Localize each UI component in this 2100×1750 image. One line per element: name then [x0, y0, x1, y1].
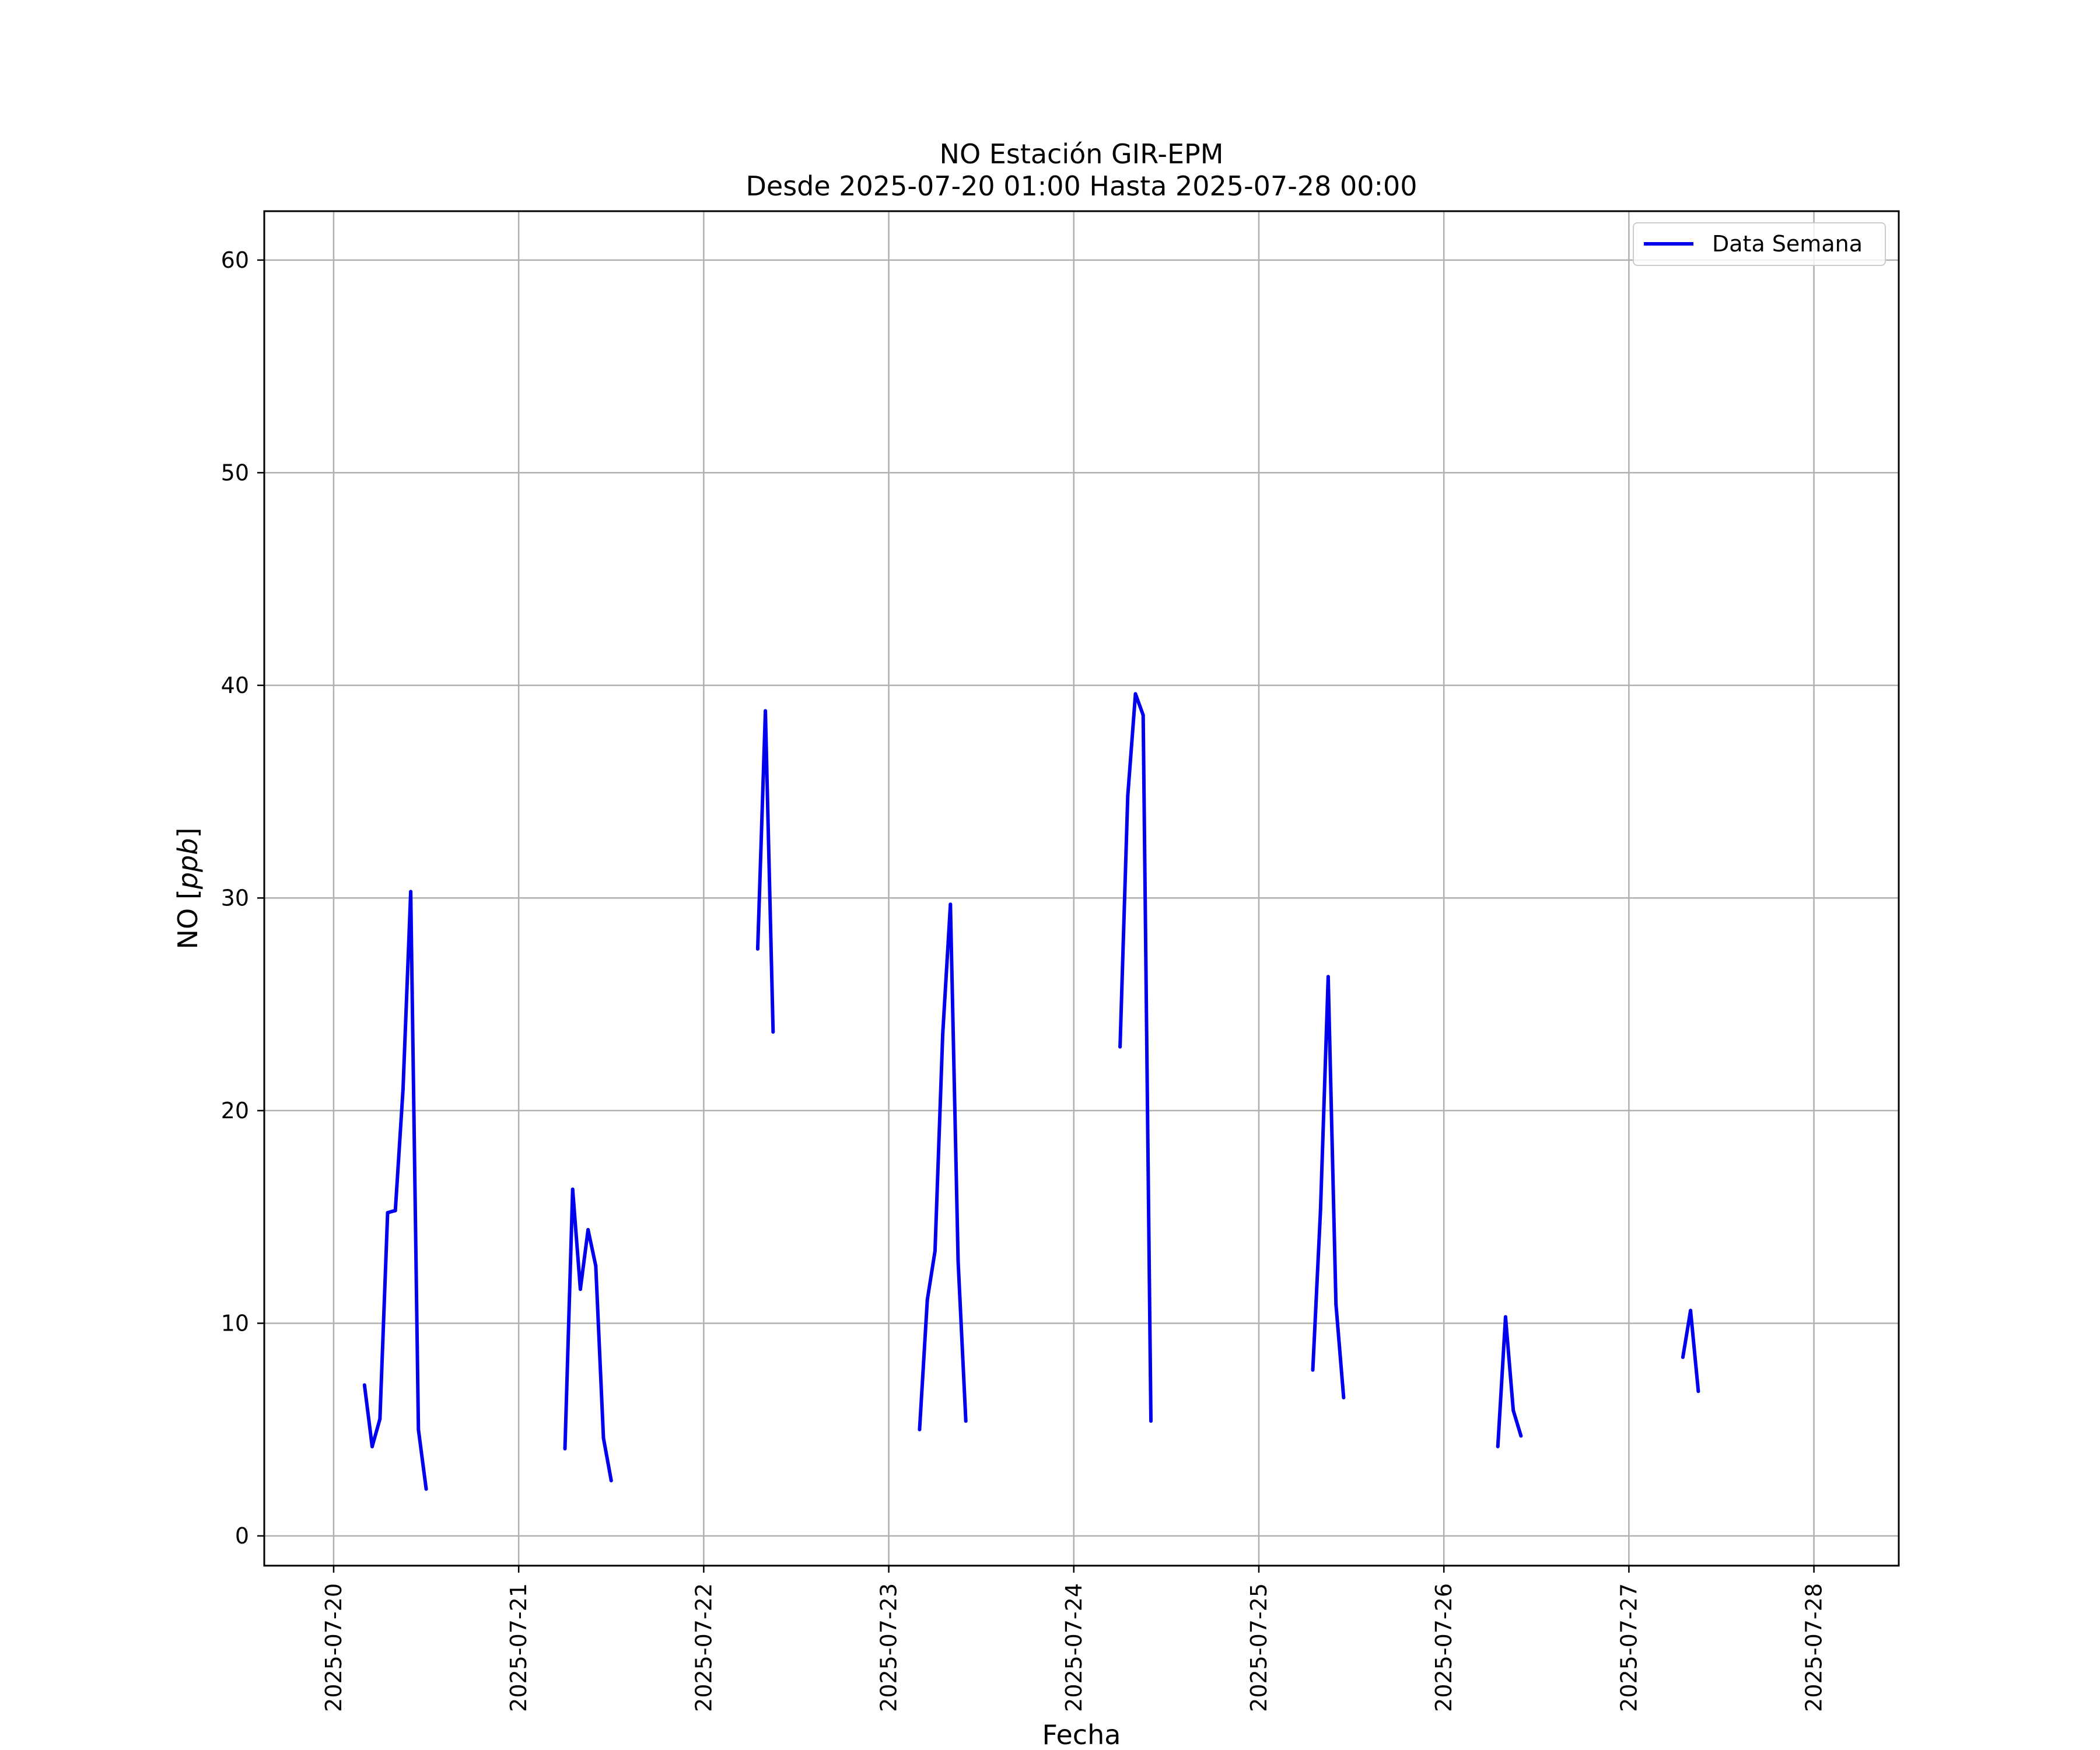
- x-tick-label: 2025-07-25: [1246, 1583, 1272, 1712]
- y-tick-label: 30: [221, 885, 249, 911]
- data-point: [1334, 1302, 1338, 1306]
- series-line-segment: [1496, 1315, 1523, 1447]
- x-tick-label: 2025-07-23: [876, 1583, 902, 1712]
- data-point: [1681, 1355, 1685, 1359]
- chart-title-line-2: Desde 2025-07-20 01:00 Hasta 2025-07-28 …: [746, 170, 1417, 202]
- data-point: [1342, 1396, 1346, 1399]
- data-point: [764, 709, 768, 713]
- data-point: [416, 1427, 421, 1432]
- data-point: [1118, 1045, 1122, 1049]
- data-point: [1126, 794, 1130, 798]
- x-tick-label: 2025-07-22: [691, 1583, 716, 1712]
- x-tick-label: 2025-07-27: [1616, 1583, 1642, 1712]
- data-point: [563, 1447, 567, 1451]
- x-tick-label: 2025-07-28: [1801, 1583, 1827, 1712]
- data-point: [1133, 692, 1138, 696]
- data-point: [401, 1087, 405, 1091]
- data-point: [1689, 1308, 1693, 1312]
- data-point: [1149, 1419, 1153, 1423]
- data-point: [1496, 1444, 1500, 1448]
- data-point: [1503, 1315, 1507, 1319]
- data-point: [949, 902, 953, 907]
- data-point: [1141, 713, 1145, 717]
- data-point: [1318, 1209, 1322, 1213]
- y-tick-label: 40: [221, 673, 249, 698]
- data-point: [771, 1030, 775, 1034]
- chart-title-line-1: NO Estación GIR-EPM: [940, 138, 1224, 170]
- data-point: [964, 1419, 968, 1423]
- data-point: [570, 1187, 575, 1191]
- data-point: [594, 1264, 598, 1268]
- y-tick-label: 10: [221, 1310, 249, 1336]
- x-tick-label: 2025-07-26: [1431, 1583, 1457, 1712]
- data-point: [578, 1287, 582, 1292]
- data-point: [1326, 975, 1330, 979]
- series-lines: [362, 692, 1700, 1491]
- x-tick-label: 2025-07-20: [321, 1583, 346, 1712]
- data-point: [1311, 1368, 1315, 1372]
- data-point: [956, 1259, 960, 1264]
- x-axis-label: Fecha: [1042, 1719, 1121, 1750]
- data-point: [755, 947, 760, 951]
- data-point: [601, 1436, 606, 1440]
- data-point: [1511, 1408, 1516, 1412]
- data-point: [609, 1479, 613, 1483]
- data-point: [918, 1427, 922, 1432]
- data-point: [424, 1487, 428, 1491]
- legend-box: [1633, 222, 1886, 266]
- data-point: [409, 890, 413, 894]
- data-point: [370, 1444, 374, 1448]
- y-axis-label: NO [ppb]: [172, 828, 204, 950]
- data-point: [1696, 1390, 1700, 1394]
- data-point: [362, 1383, 366, 1387]
- data-point: [393, 1209, 397, 1213]
- data-point: [933, 1249, 937, 1253]
- x-tick-label: 2025-07-21: [506, 1583, 531, 1712]
- x-axis-ticks: 2025-07-20 2025-07-21 2025-07-22 2025-07-23…: [321, 1566, 1827, 1712]
- y-tick-label: 0: [235, 1523, 249, 1549]
- legend: Data Semana: [1633, 222, 1886, 266]
- y-axis-ticks: 0 10 20 30 40 50 60: [221, 247, 264, 1549]
- x-tick-label: 2025-07-24: [1061, 1583, 1087, 1712]
- data-point: [586, 1228, 590, 1232]
- y-tick-label: 60: [221, 247, 249, 273]
- data-point: [925, 1298, 929, 1302]
- data-point: [386, 1210, 390, 1214]
- plot-frame: [263, 210, 1900, 1567]
- y-tick-label: 50: [221, 460, 249, 485]
- grid: [264, 211, 1899, 1566]
- y-axis-label-close: ]: [172, 828, 204, 838]
- y-axis-label-unit: ppb: [172, 838, 204, 890]
- legend-label: Data Semana: [1712, 231, 1863, 257]
- data-point: [941, 1032, 945, 1036]
- data-point: [378, 1417, 382, 1421]
- data-point: [1519, 1434, 1523, 1438]
- y-axis-label-main: NO [: [172, 889, 204, 949]
- y-tick-label: 20: [221, 1098, 249, 1124]
